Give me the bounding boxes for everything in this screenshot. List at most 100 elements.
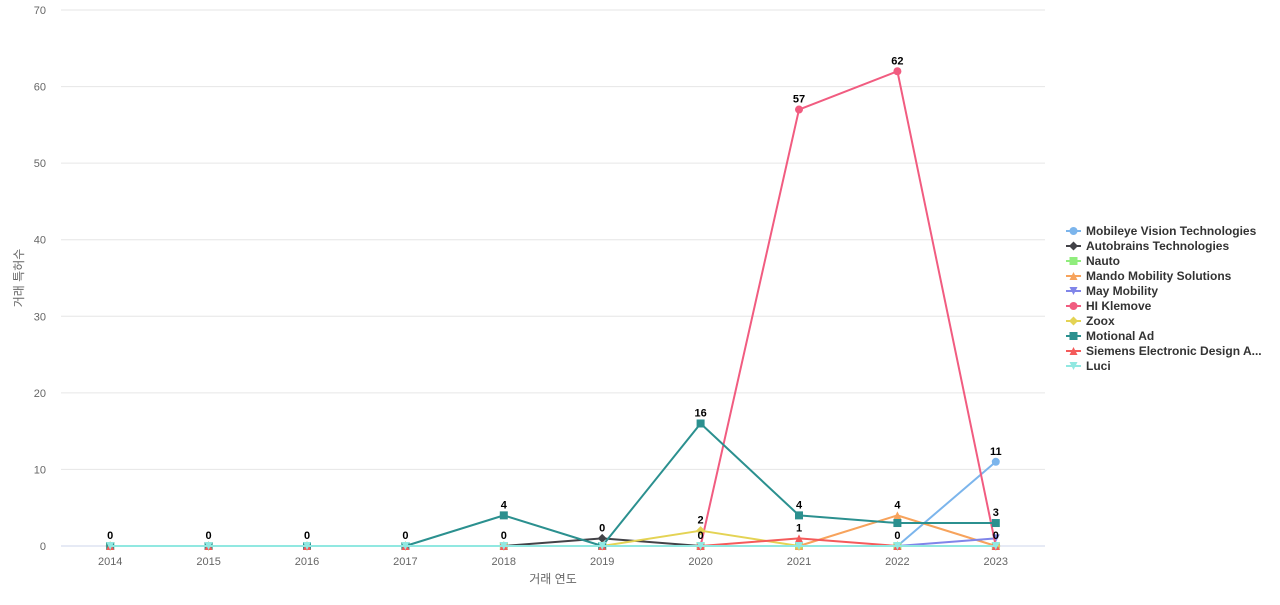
legend-item: Zoox bbox=[1066, 314, 1115, 328]
legend-symbol bbox=[1069, 302, 1078, 310]
data-label: 0 bbox=[698, 530, 704, 542]
legend-label: Nauto bbox=[1086, 254, 1120, 268]
data-label: 1 bbox=[796, 522, 802, 534]
y-tick-label: 30 bbox=[34, 311, 46, 323]
data-label: 4 bbox=[501, 499, 508, 511]
data-point bbox=[598, 542, 607, 550]
legend-label: Siemens Electronic Design A... bbox=[1086, 344, 1262, 358]
data-point bbox=[795, 511, 803, 520]
x-tick-label: 2019 bbox=[590, 556, 614, 568]
legend-label: May Mobility bbox=[1086, 284, 1158, 298]
data-label: 0 bbox=[402, 530, 408, 542]
series-line bbox=[109, 537, 997, 547]
data-point bbox=[499, 511, 508, 520]
data-point bbox=[696, 542, 705, 550]
legend-label: Mando Mobility Solutions bbox=[1086, 269, 1232, 283]
data-label: 57 bbox=[793, 94, 805, 106]
legend-label: Zoox bbox=[1086, 314, 1115, 328]
data-label: 11 bbox=[990, 446, 1002, 458]
legend-symbol bbox=[1069, 347, 1078, 355]
x-tick-label: 2018 bbox=[492, 556, 516, 568]
data-label: 16 bbox=[694, 407, 706, 419]
legend-item: Mobileye Vision Technologies bbox=[1066, 224, 1257, 238]
legend-symbol bbox=[1069, 287, 1078, 295]
data-label: 0 bbox=[206, 530, 212, 542]
data-point bbox=[991, 519, 1000, 528]
legend-label: Mobileye Vision Technologies bbox=[1086, 224, 1257, 238]
legend-label: Luci bbox=[1086, 359, 1111, 373]
y-axis-title: 거래 특허수 bbox=[12, 249, 26, 308]
series-8 bbox=[106, 419, 1000, 550]
data-point bbox=[597, 533, 607, 543]
grid-layer bbox=[61, 9, 1045, 547]
y-tick-label: 40 bbox=[34, 235, 46, 247]
series-1 bbox=[106, 457, 1000, 550]
data-point bbox=[991, 457, 1000, 466]
x-tick-label: 2022 bbox=[885, 556, 909, 568]
series-2 bbox=[105, 533, 1001, 551]
y-tick-label: 70 bbox=[34, 5, 46, 17]
legend-symbol bbox=[1069, 257, 1078, 265]
data-point bbox=[303, 542, 311, 550]
legend-item: Autobrains Technologies bbox=[1066, 239, 1229, 253]
series-6 bbox=[106, 67, 1000, 550]
data-label: 4 bbox=[894, 499, 901, 511]
data-point bbox=[991, 542, 1000, 550]
x-tick-label: 2015 bbox=[196, 556, 220, 568]
legend-symbol bbox=[1069, 362, 1078, 370]
legend-item: HI Klemove bbox=[1066, 299, 1152, 313]
y-tick-label: 20 bbox=[34, 388, 46, 400]
data-point bbox=[499, 542, 508, 550]
legend-item: Mando Mobility Solutions bbox=[1066, 269, 1232, 283]
legend-symbol bbox=[1069, 227, 1078, 235]
x-axis-title: 거래 연도 bbox=[529, 572, 577, 586]
data-point bbox=[893, 511, 902, 520]
data-point bbox=[893, 542, 902, 550]
x-tick-label: 2016 bbox=[295, 556, 319, 568]
data-point bbox=[204, 542, 213, 550]
data-label: 3 bbox=[993, 507, 999, 519]
data-point bbox=[795, 105, 803, 114]
data-point bbox=[893, 519, 902, 528]
legend-label: Autobrains Technologies bbox=[1086, 239, 1229, 253]
legend-symbol bbox=[1069, 332, 1078, 340]
legend-symbol bbox=[1069, 241, 1078, 251]
data-point bbox=[795, 542, 803, 550]
data-label: 4 bbox=[796, 499, 803, 511]
legend-item: Siemens Electronic Design A... bbox=[1066, 344, 1262, 358]
legend-symbol bbox=[1069, 316, 1078, 326]
x-tick-label: 2017 bbox=[393, 556, 417, 568]
data-point bbox=[696, 526, 706, 536]
data-label: 62 bbox=[891, 55, 903, 67]
x-tick-label: 2020 bbox=[688, 556, 712, 568]
x-tick-label: 2021 bbox=[787, 556, 811, 568]
data-label: 0 bbox=[993, 530, 999, 542]
series-line bbox=[109, 422, 997, 547]
data-label-layer: 11 0 0 0 4 0 57 62 2 4 16 4 3 1 0 0 0 0 0 bbox=[107, 55, 1001, 542]
data-point bbox=[795, 534, 803, 543]
data-label: 0 bbox=[894, 530, 900, 542]
legend-item: Luci bbox=[1066, 359, 1111, 373]
series-layer bbox=[105, 67, 1001, 551]
data-label: 0 bbox=[599, 522, 605, 534]
series-line bbox=[109, 460, 997, 547]
y-tick-label: 60 bbox=[34, 82, 46, 94]
y-tick-label: 0 bbox=[40, 541, 46, 553]
legend-item: Nauto bbox=[1066, 254, 1120, 268]
series-line bbox=[109, 70, 997, 547]
legend-item: Motional Ad bbox=[1066, 329, 1154, 343]
x-tick-label: 2023 bbox=[984, 556, 1008, 568]
legend-label: Motional Ad bbox=[1086, 329, 1154, 343]
series-10 bbox=[106, 542, 1000, 550]
y-tick-label: 10 bbox=[34, 464, 46, 476]
data-point bbox=[893, 67, 902, 76]
x-tick-label: 2014 bbox=[98, 556, 122, 568]
legend-item: May Mobility bbox=[1066, 284, 1158, 298]
data-label: 2 bbox=[698, 515, 704, 527]
data-point bbox=[401, 542, 410, 550]
data-label: 0 bbox=[107, 530, 113, 542]
